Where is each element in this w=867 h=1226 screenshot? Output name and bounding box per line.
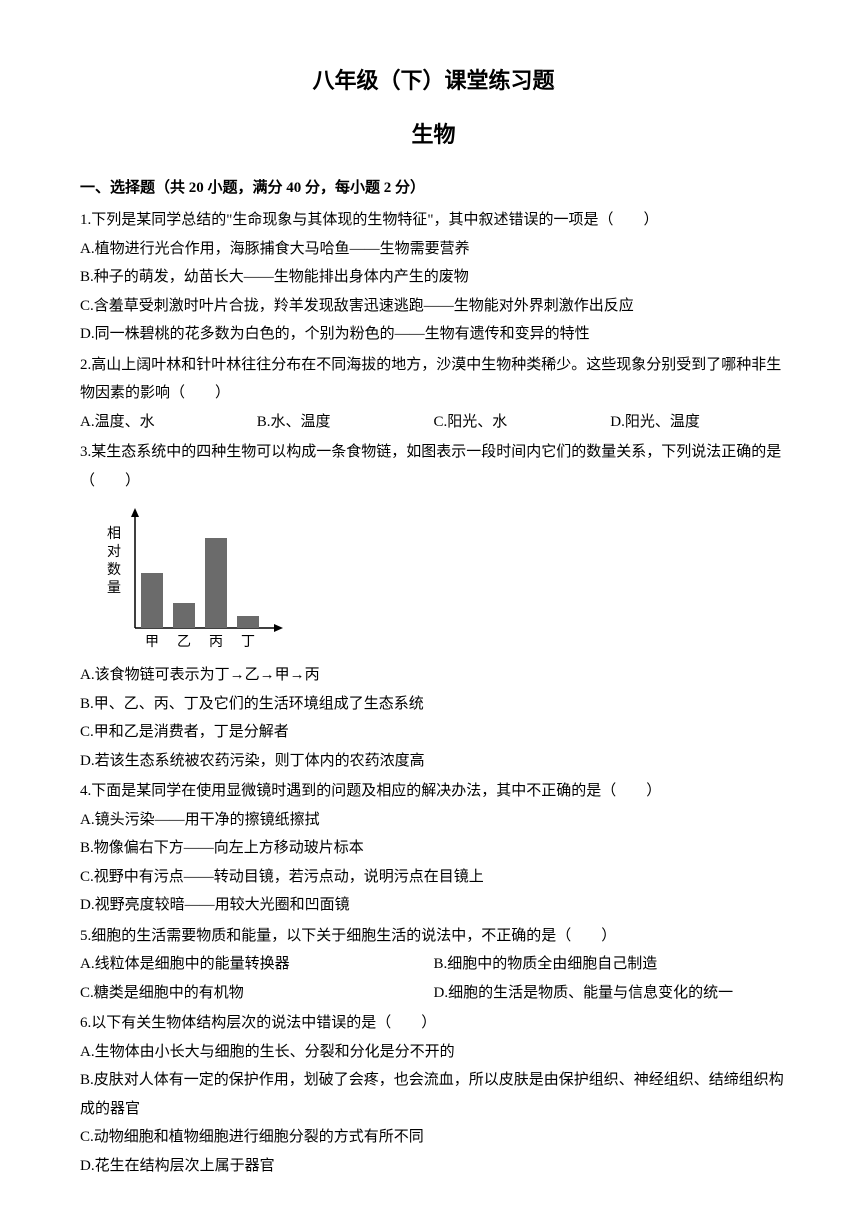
chart-container: 相对数量甲 乙 丙 丁 [90,503,787,653]
option: C.糖类是细胞中的有机物 [80,979,434,1008]
options: A.镜头污染——用干净的擦镜纸擦拭B.物像偏右下方——向左上方移动玻片标本C.视… [80,806,787,920]
bar-乙 [173,603,195,628]
option: A.植物进行光合作用，海豚捕食大马哈鱼——生物需要营养 [80,235,787,264]
svg-text:丙: 丙 [209,635,223,650]
svg-text:甲: 甲 [145,635,159,650]
options: A.植物进行光合作用，海豚捕食大马哈鱼——生物需要营养B.种子的萌发，幼苗长大—… [80,235,787,349]
question-text: 6.以下有关生物体结构层次的说法中错误的是（ ） [80,1009,787,1038]
options: A.温度、水B.水、温度C.阳光、水D.阳光、温度 [80,408,787,437]
option: B.种子的萌发，幼苗长大——生物能排出身体内产生的废物 [80,263,787,292]
question-6: 6.以下有关生物体结构层次的说法中错误的是（ ）A.生物体由小长大与细胞的生长、… [80,1009,787,1180]
bar-chart: 相对数量甲 乙 丙 丁 [90,503,290,653]
option: C.阳光、水 [434,408,611,437]
question-text: 2.高山上阔叶林和针叶林往往分布在不同海拔的地方，沙漠中生物种类稀少。这些现象分… [80,351,787,408]
svg-text:量: 量 [107,580,121,596]
option: A.该食物链可表示为丁→乙→甲→丙 [80,661,787,690]
question-text: 4.下面是某同学在使用显微镜时遇到的问题及相应的解决办法，其中不正确的是（ ） [80,777,787,806]
bar-甲 [141,573,163,628]
option: D.同一株碧桃的花多数为白色的，个别为粉色的——生物有遗传和变异的特性 [80,320,787,349]
question-text: 1.下列是某同学总结的"生命现象与其体现的生物特征"，其中叙述错误的一项是（ ） [80,206,787,235]
page-title-sub: 生物 [80,114,787,156]
option: C.动物细胞和植物细胞进行细胞分裂的方式有所不同 [80,1123,787,1152]
question-text: 5.细胞的生活需要物质和能量，以下关于细胞生活的说法中，不正确的是（ ） [80,922,787,951]
option: D.花生在结构层次上属于器官 [80,1152,787,1181]
page-title-main: 八年级（下）课堂练习题 [80,60,787,102]
option: A.镜头污染——用干净的擦镜纸擦拭 [80,806,787,835]
question-1: 1.下列是某同学总结的"生命现象与其体现的生物特征"，其中叙述错误的一项是（ ）… [80,206,787,349]
option: D.视野亮度较暗——用较大光圈和凹面镜 [80,891,787,920]
option: A.温度、水 [80,408,257,437]
options: A.线粒体是细胞中的能量转换器B.细胞中的物质全由细胞自己制造C.糖类是细胞中的… [80,950,787,1007]
option: A.生物体由小长大与细胞的生长、分裂和分化是分不开的 [80,1038,787,1067]
option: A.线粒体是细胞中的能量转换器 [80,950,434,979]
option: C.视野中有污点——转动目镜，若污点动，说明污点在目镜上 [80,863,787,892]
option: B.物像偏右下方——向左上方移动玻片标本 [80,834,787,863]
question-text: 3.某生态系统中的四种生物可以构成一条食物链，如图表示一段时间内它们的数量关系，… [80,438,787,495]
option: B.细胞中的物质全由细胞自己制造 [434,950,788,979]
question-2: 2.高山上阔叶林和针叶林往往分布在不同海拔的地方，沙漠中生物种类稀少。这些现象分… [80,351,787,437]
option: B.水、温度 [257,408,434,437]
option: B.皮肤对人体有一定的保护作用，划破了会疼，也会流血，所以皮肤是由保护组织、神经… [80,1066,787,1123]
bar-丁 [237,616,259,628]
option: D.阳光、温度 [610,408,787,437]
option: C.甲和乙是消费者，丁是分解者 [80,718,787,747]
option: B.甲、乙、丙、丁及它们的生活环境组成了生态系统 [80,690,787,719]
question-5: 5.细胞的生活需要物质和能量，以下关于细胞生活的说法中，不正确的是（ ）A.线粒… [80,922,787,1008]
svg-text:丁: 丁 [241,635,255,650]
question-3: 3.某生态系统中的四种生物可以构成一条食物链，如图表示一段时间内它们的数量关系，… [80,438,787,775]
svg-text:相: 相 [107,526,121,542]
options: A.该食物链可表示为丁→乙→甲→丙B.甲、乙、丙、丁及它们的生活环境组成了生态系… [80,661,787,775]
option: C.含羞草受刺激时叶片合拢，羚羊发现敌害迅速逃跑——生物能对外界刺激作出反应 [80,292,787,321]
options: A.生物体由小长大与细胞的生长、分裂和分化是分不开的B.皮肤对人体有一定的保护作… [80,1038,787,1181]
bar-丙 [205,538,227,628]
svg-text:乙: 乙 [177,634,191,650]
section-header: 一、选择题（共 20 小题，满分 40 分，每小题 2 分） [80,174,787,203]
questions-container: 1.下列是某同学总结的"生命现象与其体现的生物特征"，其中叙述错误的一项是（ ）… [80,206,787,1180]
option: D.若该生态系统被农药污染，则丁体内的农药浓度高 [80,747,787,776]
question-4: 4.下面是某同学在使用显微镜时遇到的问题及相应的解决办法，其中不正确的是（ ）A… [80,777,787,920]
svg-text:对: 对 [107,544,121,560]
option: D.细胞的生活是物质、能量与信息变化的统一 [434,979,788,1008]
svg-text:数: 数 [107,562,121,578]
